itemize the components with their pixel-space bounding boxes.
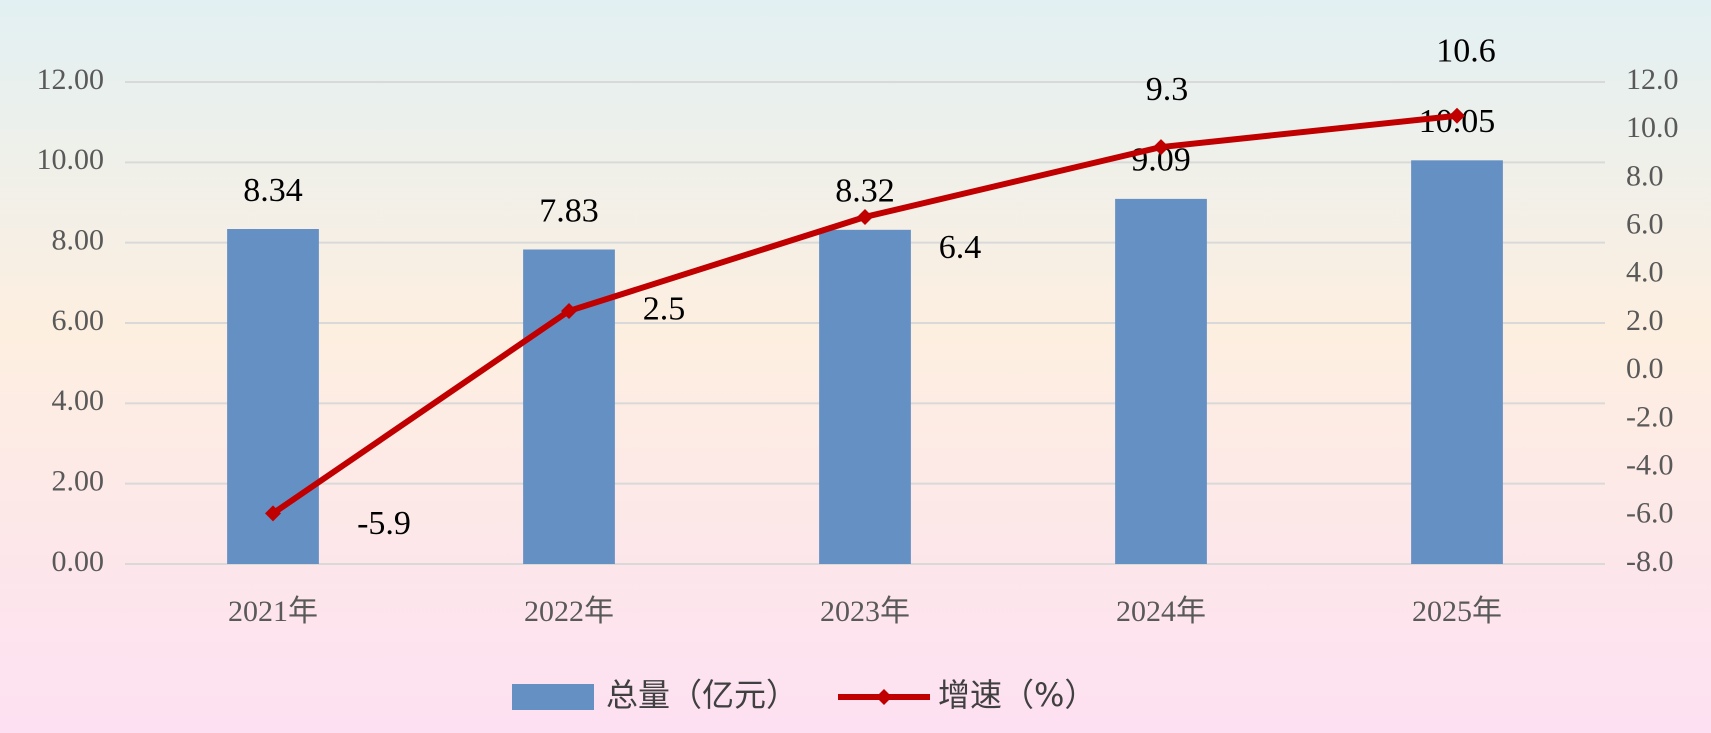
legend-label: 总量（亿元）	[606, 676, 798, 714]
data-label: 8.32	[835, 173, 895, 210]
data-label: 7.83	[539, 192, 599, 229]
line-marker	[857, 208, 873, 225]
y2-tick-label: 8.0	[1626, 159, 1664, 192]
data-label: -5.9	[357, 505, 411, 542]
x-tick-label: 2025年	[1412, 595, 1502, 628]
data-label: 9.3	[1146, 71, 1189, 108]
bar	[819, 229, 911, 564]
line-marker	[1153, 139, 1169, 156]
y2-tick-label: -2.0	[1626, 400, 1674, 433]
y-tick-label: 8.00	[52, 224, 105, 257]
y-tick-label: 4.00	[52, 384, 105, 417]
data-label: 10.6	[1436, 33, 1496, 70]
legend-swatch	[876, 689, 892, 705]
y2-tick-label: 10.0	[1626, 111, 1679, 144]
y2-tick-label: 2.0	[1626, 304, 1664, 337]
y-tick-label: 6.00	[52, 304, 105, 337]
y2-tick-label: -6.0	[1626, 497, 1674, 530]
bar	[1411, 160, 1503, 564]
data-label: 8.34	[243, 172, 303, 209]
data-label: 2.5	[643, 291, 686, 328]
y-tick-label: 12.00	[37, 63, 105, 96]
y2-tick-label: 0.0	[1626, 352, 1664, 385]
y-tick-label: 0.00	[52, 545, 105, 578]
data-label: 6.4	[939, 229, 982, 266]
y2-tick-label: 12.0	[1626, 63, 1679, 96]
x-tick-label: 2022年	[524, 595, 614, 628]
y2-tick-label: -8.0	[1626, 545, 1674, 578]
line-marker	[1449, 107, 1465, 124]
line-marker	[561, 302, 577, 319]
y-tick-label: 10.00	[37, 143, 105, 176]
x-tick-label: 2023年	[820, 595, 910, 628]
legend-label: 增速（%）	[938, 676, 1096, 714]
y2-tick-label: -4.0	[1626, 448, 1674, 481]
y-tick-label: 2.00	[52, 465, 105, 498]
bar	[1115, 198, 1207, 564]
legend-swatch	[512, 684, 594, 710]
y2-tick-label: 4.0	[1626, 256, 1664, 289]
x-tick-label: 2021年	[228, 595, 318, 628]
x-tick-label: 2024年	[1116, 595, 1206, 628]
line-marker	[265, 505, 281, 522]
bar	[523, 249, 615, 564]
y2-tick-label: 6.0	[1626, 207, 1664, 240]
